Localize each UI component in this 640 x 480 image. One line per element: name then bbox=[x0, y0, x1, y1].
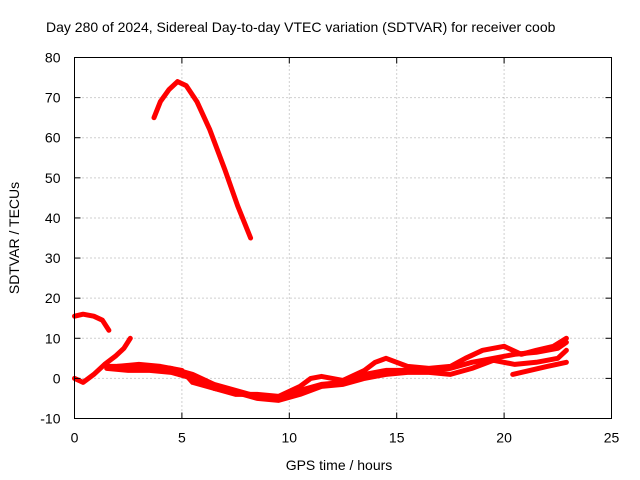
series-line-arc-morning-high bbox=[72, 311, 112, 333]
y-tick-label: 10 bbox=[45, 330, 61, 346]
y-tick-label: 50 bbox=[45, 170, 61, 186]
x-axis-label: GPS time / hours bbox=[286, 457, 393, 473]
x-tick-label: 15 bbox=[389, 430, 405, 446]
y-tick-label: 70 bbox=[45, 90, 61, 106]
y-tick-label: 30 bbox=[45, 250, 61, 266]
y-tick-label: 80 bbox=[45, 50, 61, 66]
series-line-arc-peak bbox=[151, 79, 254, 241]
x-tick-label: 10 bbox=[282, 430, 298, 446]
y-tick-label: 40 bbox=[45, 210, 61, 226]
series-group bbox=[72, 79, 569, 403]
x-tick-label: 0 bbox=[71, 430, 79, 446]
series-line-arc-main-c bbox=[115, 335, 569, 399]
chart-title: Day 280 of 2024, Sidereal Day-to-day VTE… bbox=[46, 19, 556, 35]
x-tick-label: 5 bbox=[178, 430, 186, 446]
axis-ticks: 0 5 10 15 20 25 -10 0 10 20 30 40 50 60 70 80 bbox=[40, 50, 619, 446]
y-tick-label: 60 bbox=[45, 130, 61, 146]
y-tick-label: 0 bbox=[53, 370, 61, 386]
y-axis-label: SDTVAR / TECUs bbox=[6, 182, 22, 294]
series-line-arc-rise-early bbox=[72, 335, 133, 385]
y-tick-label: -10 bbox=[40, 411, 60, 427]
y-tick-label: 20 bbox=[45, 290, 61, 306]
x-tick-label: 20 bbox=[496, 430, 512, 446]
plot-frame bbox=[74, 57, 612, 419]
x-tick-label: 25 bbox=[604, 430, 620, 446]
series-line-arc-late-low bbox=[510, 359, 569, 377]
